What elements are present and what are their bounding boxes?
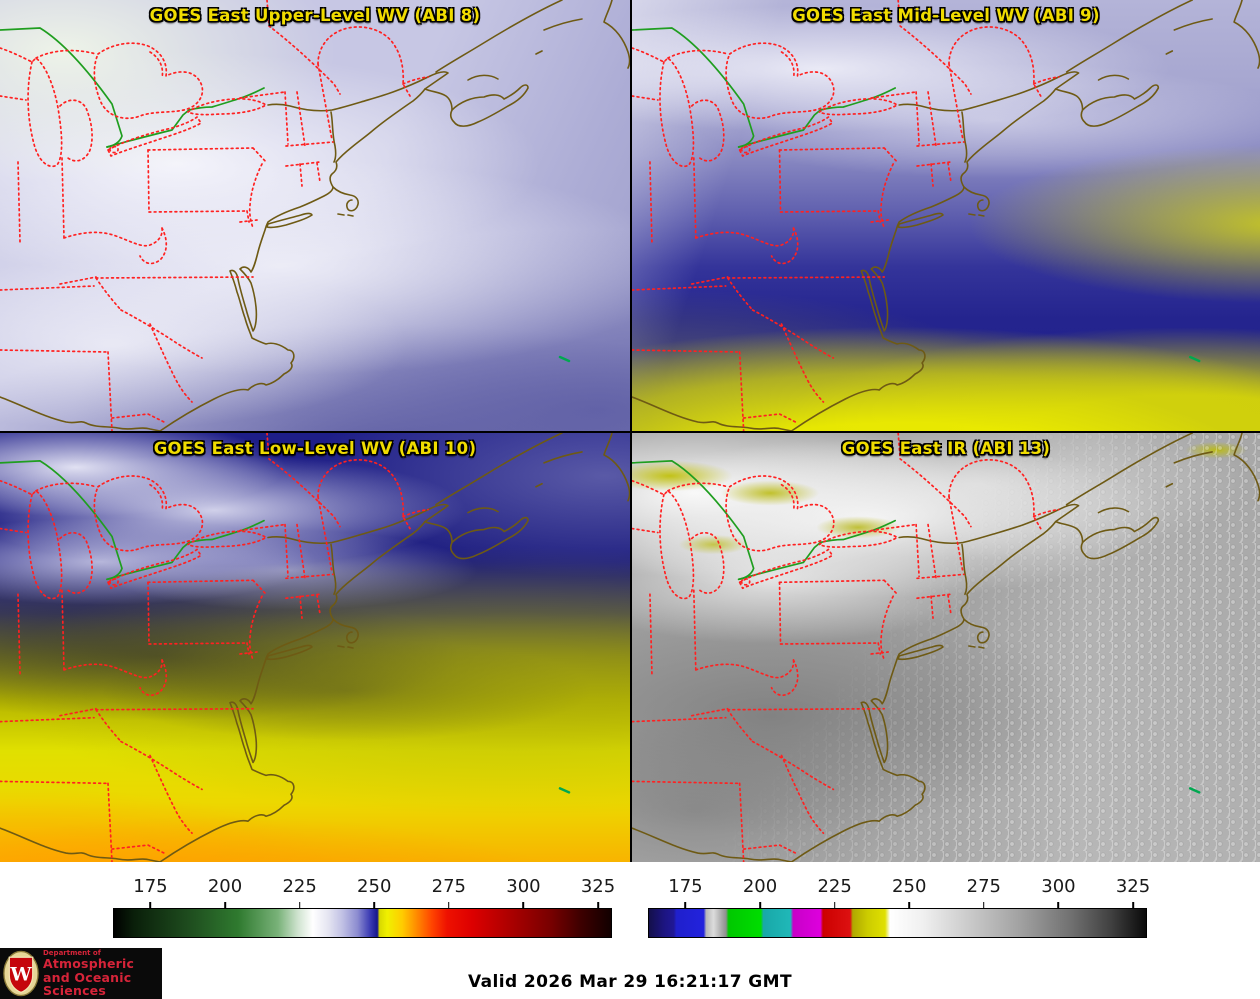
panel-infrared: GOES East IR (ABI 13) [630,431,1260,862]
colorbar-tick-label: 225 [282,876,317,897]
uw-aos-logo-text: Department of Atmospheric and Oceanic Sc… [43,949,162,998]
colorbar-tick-label: 250 [357,876,392,897]
colorbar-tick-mark [149,902,152,908]
map-overlay-abi13 [632,433,1260,862]
colorbar-tick-label: 225 [817,876,852,897]
colorbar-tick-mark [298,902,301,908]
wv-colorbar-labels: 175 200 225 250 275 300 325 [113,876,616,902]
colorbar-tick-mark [373,902,376,908]
colorbar-tick-mark [983,902,985,908]
uw-aos-logo: W Department of Atmospheric and Oceanic … [0,948,162,999]
wv-colorbar-ticks [113,902,612,908]
colorbar-tick-label: 325 [580,876,616,897]
colorbar-tick-label: 300 [506,876,541,897]
wv-colorbar-gradient [113,908,612,938]
panel-mid-level-wv: GOES East Mid-Level WV (ABI 9) [630,0,1260,431]
logo-line-2: and Oceanic Sciences [43,969,132,998]
colorbar-tick-mark [1057,902,1060,908]
logo-dept-line: Department of [43,949,101,958]
map-overlay-abi8 [0,0,630,431]
panel-title-abi13: GOES East IR (ABI 13) [841,439,1051,458]
colorbar-tick-label: 275 [966,876,1001,897]
colorbar-tick-label: 200 [742,876,778,897]
ir-colorbar-labels: 175 200 225 250 275 300 325 [648,876,1151,902]
uw-crest-monogram: W [9,964,32,986]
colorbar-tick-label: 250 [892,876,927,897]
colorbar-tick-mark [908,902,911,908]
colorbar-tick-mark [597,902,599,908]
colorbar-tick-mark [833,902,836,908]
colorbar-tick-mark [522,902,525,908]
panel-upper-level-wv: GOES East Upper-Level WV (ABI 8) [0,0,630,431]
panel-title-abi10: GOES East Low-Level WV (ABI 10) [153,439,477,458]
map-overlay-abi9 [632,0,1260,431]
colorbar-tick-label: 175 [668,876,703,897]
colorbar-tick-label: 200 [207,876,243,897]
colorbar-tick-mark [684,902,687,908]
panel-title-abi9: GOES East Mid-Level WV (ABI 9) [792,6,1100,25]
colorbar-tick-mark [448,902,450,908]
ir-colorbar-gradient [648,908,1147,938]
panel-title-abi8: GOES East Upper-Level WV (ABI 8) [149,6,481,25]
panel-low-level-wv: GOES East Low-Level WV (ABI 10) [0,431,630,862]
map-overlay-abi10 [0,433,630,862]
colorbar-tick-label: 300 [1041,876,1076,897]
colorbar-tick-mark [1132,902,1134,908]
logo-line-1: Atmospheric [43,956,135,972]
satellite-panel-grid: GOES East Upper-Level WV (ABI 8) GOES Ea… [0,0,1260,862]
ir-colorbar: 175 200 225 250 275 300 325 [648,876,1151,942]
colorbar-tick-mark [224,902,226,908]
colorbar-tick-label: 325 [1115,876,1151,897]
wv-colorbar: 175 200 225 250 275 300 325 [113,876,616,942]
footer: 175 200 225 250 275 300 325 175 200 225 250 275 300… [0,862,1260,999]
colorbar-tick-mark [759,902,761,908]
valid-timestamp: Valid 2026 Mar 29 16:21:17 GMT [468,972,792,992]
colorbar-tick-label: 175 [133,876,168,897]
ir-colorbar-ticks [648,902,1147,908]
colorbar-tick-label: 275 [431,876,466,897]
uw-crest-icon: W [3,950,39,997]
